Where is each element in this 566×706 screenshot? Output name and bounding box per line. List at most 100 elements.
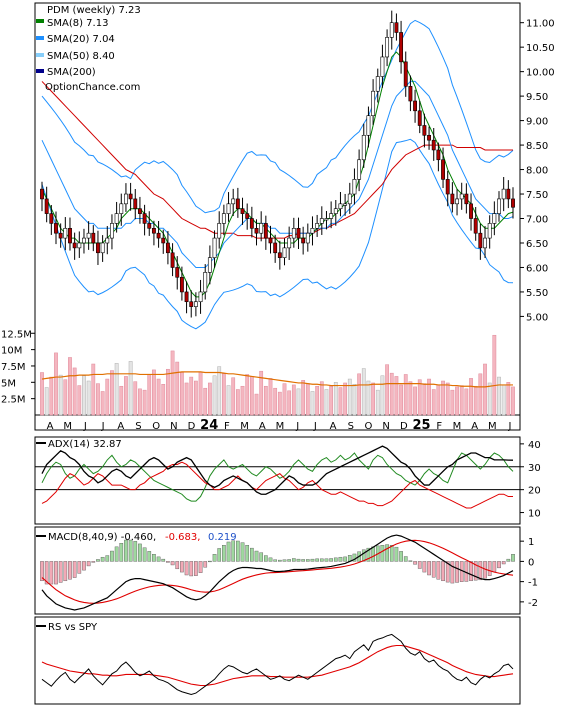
macd-histogram-bar: [422, 561, 427, 573]
candle-body: [179, 276, 184, 293]
volume-bar: [207, 382, 212, 416]
candle-body: [203, 272, 208, 293]
candle-body: [165, 242, 170, 254]
volume-bar: [249, 376, 254, 416]
volume-bar: [82, 375, 86, 416]
volume-bar: [310, 391, 315, 416]
volume-bar: [422, 383, 427, 416]
volume-bar: [385, 364, 389, 416]
volume-bar: [63, 379, 68, 416]
macd-histogram-bar: [273, 559, 278, 562]
macd-histogram-bar: [380, 545, 385, 562]
candle-body: [226, 203, 231, 214]
price-tick-label: 6.00: [526, 263, 548, 274]
macd-header: MACD(8,40,9) -0.460, -0.683, 0.219: [36, 532, 237, 543]
candle-body: [371, 90, 376, 117]
volume-bar: [58, 374, 63, 416]
volume-bar: [319, 381, 324, 416]
volume-bar: [142, 389, 147, 416]
candle-body: [221, 213, 226, 224]
candle-body: [68, 227, 72, 244]
legend-sma200: SMA(200): [47, 67, 96, 78]
adx-label: ADX(14) 32.87: [48, 439, 122, 450]
macd-histogram-bar: [156, 556, 161, 562]
price-tick-label: 8.50: [526, 141, 548, 152]
volume-bar: [77, 385, 82, 416]
macd-histogram-bar: [245, 545, 250, 562]
volume-bar: [184, 382, 189, 416]
macd-histogram-bar: [427, 561, 431, 576]
x-axis-year-label: 25: [412, 418, 430, 433]
legend-swatch-sma20: [36, 36, 44, 40]
x-axis-month-label: M: [63, 421, 72, 432]
candle-body: [497, 198, 501, 214]
macd-histogram-bar: [282, 559, 287, 562]
volume-bar: [347, 378, 352, 416]
candle-body: [198, 291, 203, 303]
candle-body: [91, 232, 96, 244]
candle-body: [352, 179, 357, 195]
volume-bar: [487, 382, 492, 416]
macd-histogram-bar: [506, 558, 511, 562]
volume-bar: [506, 382, 511, 416]
macd-panel-frame: [34, 526, 521, 615]
macd-histogram-bar: [180, 561, 184, 573]
volume-bar: [68, 357, 72, 416]
candle-body: [329, 213, 334, 219]
candle-body: [184, 291, 189, 303]
volume-bar: [40, 372, 44, 416]
candle-body: [128, 193, 133, 200]
legend-sma50: SMA(50) 8.40: [47, 51, 115, 62]
candle-body: [277, 252, 282, 258]
candle-body: [403, 61, 408, 87]
volume-bar: [403, 374, 408, 416]
volume-bar: [254, 393, 259, 416]
candle-body: [54, 223, 58, 234]
candle-body: [170, 252, 175, 268]
volume-bar: [147, 374, 152, 416]
price-tick-label: 10.00: [526, 68, 555, 79]
rs-line: [41, 633, 514, 696]
candle-body: [231, 198, 236, 205]
macd-tick-label: -2: [528, 598, 538, 609]
price-tick-label: 9.00: [526, 117, 548, 128]
volume-bar: [166, 368, 170, 416]
candle-body: [291, 227, 296, 239]
candle-body: [40, 188, 44, 200]
candle-body: [469, 203, 473, 219]
candle-body: [408, 86, 413, 102]
adx-tick-label: 10: [528, 509, 541, 520]
legend-swatch-sma8: [36, 19, 44, 23]
macd-histogram-bar: [301, 559, 305, 562]
candle-body: [245, 213, 250, 219]
candle-body: [319, 218, 324, 224]
price-tick-label: 10.50: [526, 43, 555, 54]
volume-bar: [175, 361, 180, 416]
macd-histogram-bar: [226, 541, 231, 562]
volume-bar: [287, 390, 292, 416]
macd-histogram-bar: [478, 561, 483, 581]
candle-body: [49, 213, 54, 224]
volume-bar: [436, 384, 441, 416]
volume-bar: [324, 389, 329, 416]
macd-histogram-bar: [189, 561, 194, 577]
candle-body: [394, 22, 399, 33]
candle-body: [441, 159, 445, 180]
candle-body: [175, 267, 180, 278]
candle-body: [249, 218, 254, 229]
x-axis-month-label: A: [471, 421, 478, 432]
volume-bar: [366, 380, 371, 416]
volume-bar: [329, 385, 334, 416]
candle-body: [147, 223, 152, 229]
x-axis-month-label: J: [101, 421, 105, 432]
macd-histogram-bar: [343, 556, 347, 562]
x-axis-month-label: N: [170, 421, 177, 432]
macd-histogram-bar: [236, 540, 240, 562]
volume-bar: [189, 376, 194, 416]
candle-body: [151, 227, 156, 234]
volume-bar: [301, 380, 306, 416]
volume-bar: [464, 388, 469, 416]
macd-swatch: [36, 535, 46, 537]
candle-body: [142, 213, 147, 224]
macd-histogram-bar: [212, 554, 217, 562]
